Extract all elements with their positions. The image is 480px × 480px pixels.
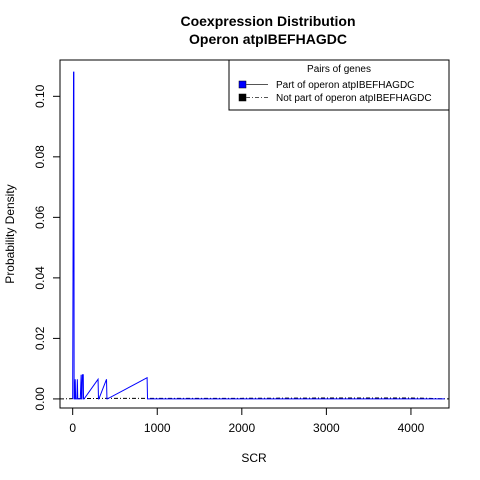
y-tick-label: 0.08	[33, 145, 47, 169]
y-tick-label: 0.06	[33, 205, 47, 229]
chart-title: Coexpression Distribution	[180, 13, 355, 29]
legend-swatch-part-of-operon	[238, 80, 247, 89]
x-axis: 0 1000 2000 3000 4000	[69, 407, 425, 435]
y-axis-label: Probability Density	[3, 184, 17, 283]
x-tick-label: 2000	[228, 421, 255, 435]
x-tick-label: 1000	[144, 421, 171, 435]
legend-entry-not-part-of-operon: Not part of operon atpIBEFHAGDC	[276, 93, 432, 104]
chart-subtitle: Operon atpIBEFHAGDC	[189, 31, 347, 47]
series-layer	[59, 71, 450, 400]
legend-swatch-not-part-of-operon	[238, 93, 247, 102]
y-tick-label: 0.02	[33, 326, 47, 350]
x-tick-label: 0	[69, 421, 76, 435]
y-axis: 0.00 0.02 0.04 0.06 0.08 0.10	[33, 84, 61, 411]
y-tick-label: 0.10	[33, 84, 47, 108]
legend-box	[228, 59, 450, 111]
x-tick-label: 4000	[398, 421, 425, 435]
legend: Pairs of genes Part of operon atpIBEFHAG…	[228, 59, 450, 111]
x-tick-label: 3000	[313, 421, 340, 435]
legend-title: Pairs of genes	[307, 64, 371, 75]
plot-frame	[59, 59, 450, 409]
legend-entry-part-of-operon: Part of operon atpIBEFHAGDC	[276, 80, 414, 91]
y-tick-label: 0.04	[33, 266, 47, 290]
series-line-part-of-operon	[72, 71, 445, 400]
y-tick-label: 0.00	[33, 387, 47, 411]
x-axis-label: SCR	[241, 451, 267, 465]
